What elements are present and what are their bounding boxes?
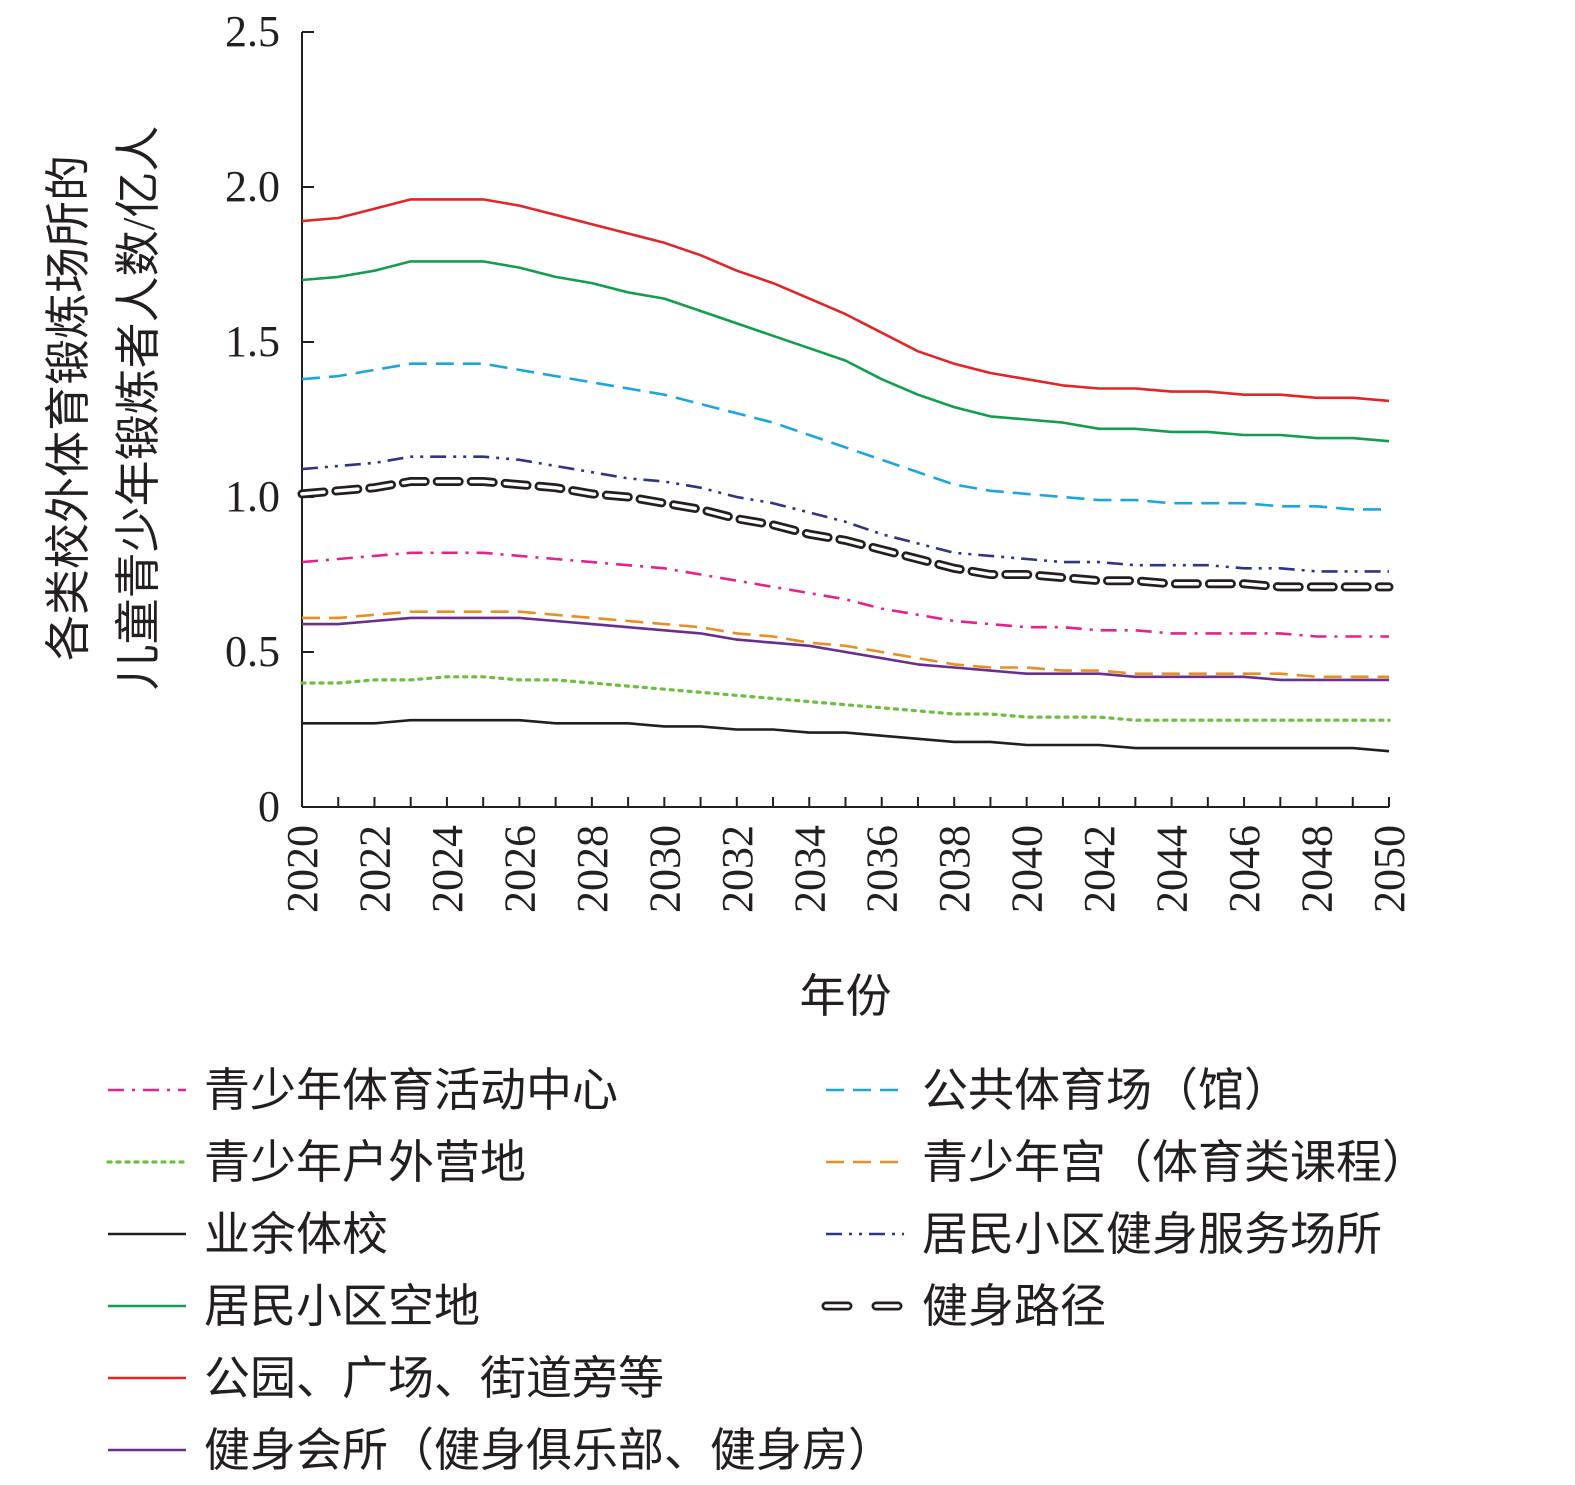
y-axis-title: 各类校外体育锻炼场所的 [43, 155, 94, 661]
series-layer [297, 198, 1394, 753]
axes: 0 0.5 1.0 1.5 2.0 2.5 2020 2022 2024 2026 2028 2030… [43, 7, 1414, 1022]
x-tick-label: 2042 [1075, 825, 1124, 913]
x-tick-label: 2040 [1003, 825, 1052, 913]
series-line [301, 455, 1389, 573]
legend-label: 居民小区健身服务场所 [922, 1209, 1382, 1260]
x-tick-label: 2038 [930, 825, 979, 913]
legend-label: 青少年体育活动中心 [204, 1065, 618, 1116]
series-line [301, 260, 1390, 443]
x-tick-label: 2048 [1293, 825, 1342, 913]
legend-label: 青少年户外营地 [204, 1137, 526, 1188]
x-tick-label: 2050 [1365, 825, 1414, 913]
series-line [302, 610, 1389, 679]
series-line [301, 198, 1390, 403]
legend-label: 公共体育场（馆） [922, 1065, 1290, 1116]
y-tick-label: 2.5 [225, 7, 280, 56]
legend-label: 青少年宫（体育类课程） [922, 1137, 1428, 1188]
legend-label: 业余体校 [204, 1209, 388, 1260]
legend: 青少年体育活动中心青少年户外营地业余体校居民小区空地公园、广场、街道旁等健身会所… [106, 1065, 1428, 1476]
series-line [302, 718, 1390, 753]
legend-label: 公园、广场、街道旁等 [204, 1353, 664, 1404]
x-axis-title: 年份 [800, 971, 892, 1022]
x-tick-label: 2024 [423, 825, 472, 913]
x-tick-label: 2022 [350, 825, 399, 913]
x-tick-label: 2032 [713, 825, 762, 913]
y-tick-label: 2.0 [225, 162, 280, 211]
x-tick-label: 2044 [1148, 825, 1197, 913]
series-line [301, 362, 1389, 511]
legend-label: 健身路径 [922, 1281, 1106, 1332]
x-tick-label: 2046 [1220, 825, 1269, 913]
x-tick-label: 2034 [785, 825, 834, 913]
x-tick-label: 2026 [495, 825, 544, 913]
series-line [300, 675, 1391, 722]
series-line [300, 479, 1391, 589]
x-tick-label: 2036 [858, 825, 907, 913]
y-tick-label: 0 [258, 782, 280, 831]
y-axis-title: 儿童青少年锻炼者人数/亿人 [113, 126, 164, 691]
x-tick-label: 2028 [568, 825, 617, 913]
series-line [301, 551, 1389, 638]
series-line-outline [297, 477, 1394, 592]
x-tick-label: 2020 [278, 825, 327, 913]
series-line [302, 616, 1389, 682]
legend-label: 居民小区空地 [204, 1281, 480, 1332]
legend-label: 健身会所（健身俱乐部、健身房） [204, 1425, 894, 1476]
y-tick-label: 1.0 [225, 472, 280, 521]
y-tick-label: 0.5 [225, 627, 280, 676]
y-tick-label: 1.5 [225, 317, 280, 366]
x-tick-label: 2030 [640, 825, 689, 913]
